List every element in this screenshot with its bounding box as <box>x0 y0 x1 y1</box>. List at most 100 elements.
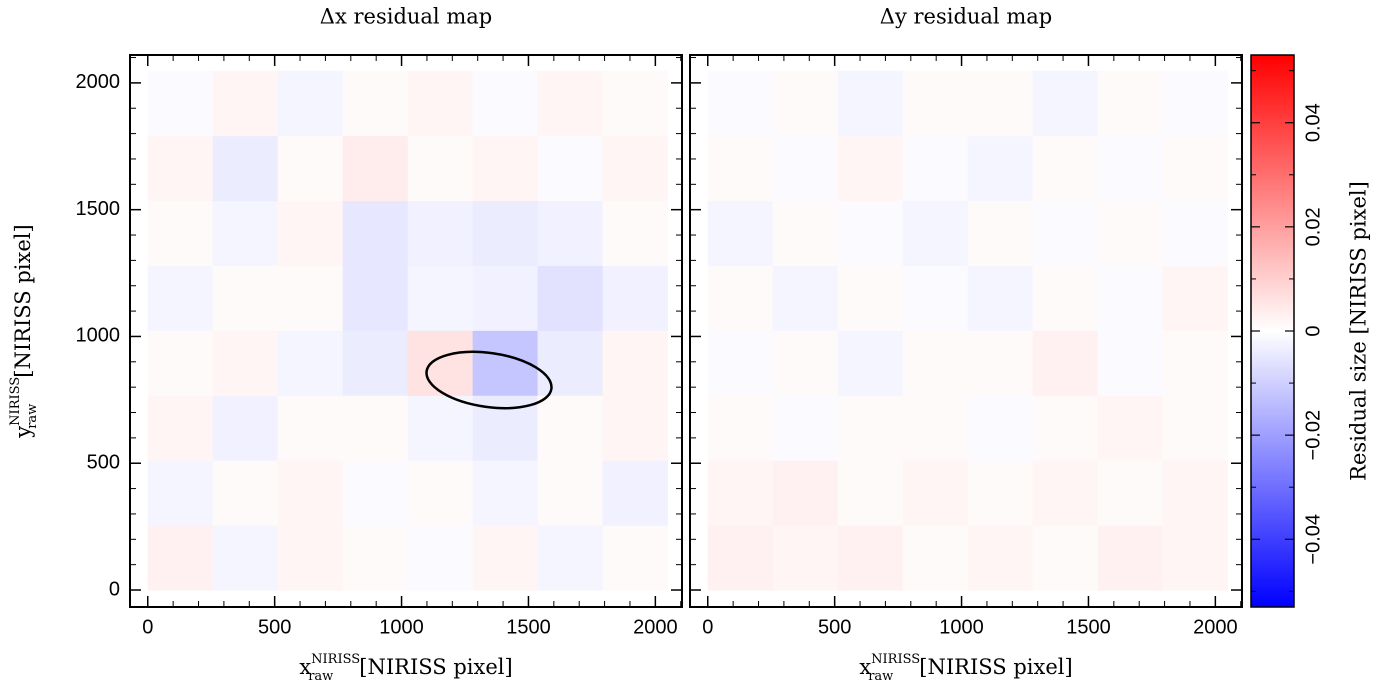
x-tick-label: 1500 <box>1066 616 1111 638</box>
x-tick-label: 0 <box>142 616 153 638</box>
heatmap-cell <box>707 330 774 396</box>
heatmap-cell <box>772 70 839 137</box>
heatmap-cell <box>537 460 604 526</box>
heatmap-cell <box>147 395 214 461</box>
heatmap-cell <box>472 200 539 266</box>
heatmap-cell <box>1097 330 1164 396</box>
y-tick-label: 1000 <box>76 325 121 347</box>
heatmap-cell <box>277 70 344 137</box>
heatmap-cell <box>837 265 904 331</box>
heatmap-cell <box>1162 265 1229 331</box>
heatmap-cell <box>902 330 969 396</box>
heatmap-cell <box>212 135 279 202</box>
heatmap-cell <box>212 200 279 266</box>
heatmap-cell <box>837 525 904 591</box>
heatmap-cell <box>1032 395 1099 461</box>
heatmap-cell <box>407 525 474 591</box>
heatmap-cell <box>707 265 774 331</box>
heatmap-cell <box>837 200 904 266</box>
heatmap-cell <box>1097 200 1164 266</box>
heatmap-cell <box>147 330 214 396</box>
heatmap-cell <box>212 265 279 331</box>
heatmap-cell <box>407 135 474 202</box>
heatmap-cell <box>1032 330 1099 396</box>
heatmap-cell <box>902 395 969 461</box>
heatmap-cell <box>407 265 474 331</box>
heatmap-cell <box>902 70 969 137</box>
heatmap-cell <box>342 70 409 137</box>
heatmap-cell <box>902 525 969 591</box>
heatmap-cell <box>1162 525 1229 591</box>
heatmap-cell <box>967 265 1034 331</box>
heatmap-cell <box>602 460 669 526</box>
heatmap-cell <box>602 330 669 396</box>
x-axis-label: xNIRISS raw [NIRISS pixel] <box>859 652 1072 684</box>
heatmap-cell <box>602 70 669 137</box>
y-tick-label: 500 <box>87 452 120 474</box>
heatmap-cell <box>537 135 604 202</box>
x-tick-label: 2000 <box>1193 616 1238 638</box>
heatmap-cell <box>212 525 279 591</box>
heatmap-cell <box>967 70 1034 137</box>
plot-frame <box>689 54 1243 608</box>
heatmap-cell <box>707 395 774 461</box>
heatmap-cell <box>277 200 344 266</box>
heatmap-cell <box>1162 200 1229 266</box>
heatmap-cell <box>772 395 839 461</box>
heatmap-cell <box>212 70 279 137</box>
x-tick-label: 1000 <box>939 616 984 638</box>
heatmap-cell <box>537 330 604 396</box>
colorbar-label: Residual size [NIRISS pixel] <box>1347 181 1371 481</box>
x-tick-label: 2000 <box>633 616 678 638</box>
heatmap-cell <box>902 135 969 202</box>
x-axis-label: xNIRISS raw [NIRISS pixel] <box>299 652 512 684</box>
heatmap-cell <box>472 70 539 137</box>
heatmap-cell <box>602 200 669 266</box>
heatmap-cell <box>772 330 839 396</box>
heatmap-cell <box>277 135 344 202</box>
heatmap-cell <box>147 525 214 591</box>
heatmap-cell <box>147 200 214 266</box>
heatmap-cell <box>472 460 539 526</box>
heatmap-cell <box>707 135 774 202</box>
x-tick-label: 1000 <box>379 616 424 638</box>
heatmap-cell <box>602 395 669 461</box>
heatmap-cell <box>472 265 539 331</box>
heatmap-cell <box>707 525 774 591</box>
heatmap-cell <box>342 460 409 526</box>
panel-title: Δx residual map <box>320 5 492 29</box>
panel-title: Δy residual map <box>880 5 1052 29</box>
heatmap-cell <box>837 70 904 137</box>
heatmap-cell <box>772 525 839 591</box>
heatmap-cell <box>772 135 839 202</box>
heatmap-cells <box>707 70 1229 591</box>
heatmap-cell <box>1162 135 1229 202</box>
heatmap-cell <box>537 525 604 591</box>
heatmap-cell <box>1032 135 1099 202</box>
heatmap-cell <box>147 460 214 526</box>
heatmap-cell <box>837 460 904 526</box>
heatmap-cell <box>212 395 279 461</box>
heatmap-cell <box>1162 395 1229 461</box>
heatmap-cell <box>602 525 669 591</box>
heatmap-cell <box>1097 460 1164 526</box>
heatmap-cell <box>967 525 1034 591</box>
heatmap-cell <box>342 525 409 591</box>
colorbar-tick-label: 0 <box>1302 325 1324 336</box>
heatmap-cell <box>1032 460 1099 526</box>
heatmap-cell <box>407 330 474 396</box>
heatmap-cell <box>902 265 969 331</box>
heatmap-cell <box>1162 330 1229 396</box>
heatmap-cell <box>772 265 839 331</box>
heatmap-cell <box>342 265 409 331</box>
heatmap-cell <box>342 200 409 266</box>
highlight-ellipse <box>425 350 553 410</box>
heatmap-cell <box>902 460 969 526</box>
colorbar-tick-label: 0.02 <box>1302 207 1324 246</box>
x-tick-label: 500 <box>818 616 851 638</box>
heatmap-cell <box>1032 265 1099 331</box>
heatmap-cell <box>1097 525 1164 591</box>
heatmap-cell <box>147 265 214 331</box>
heatmap-cell <box>772 200 839 266</box>
